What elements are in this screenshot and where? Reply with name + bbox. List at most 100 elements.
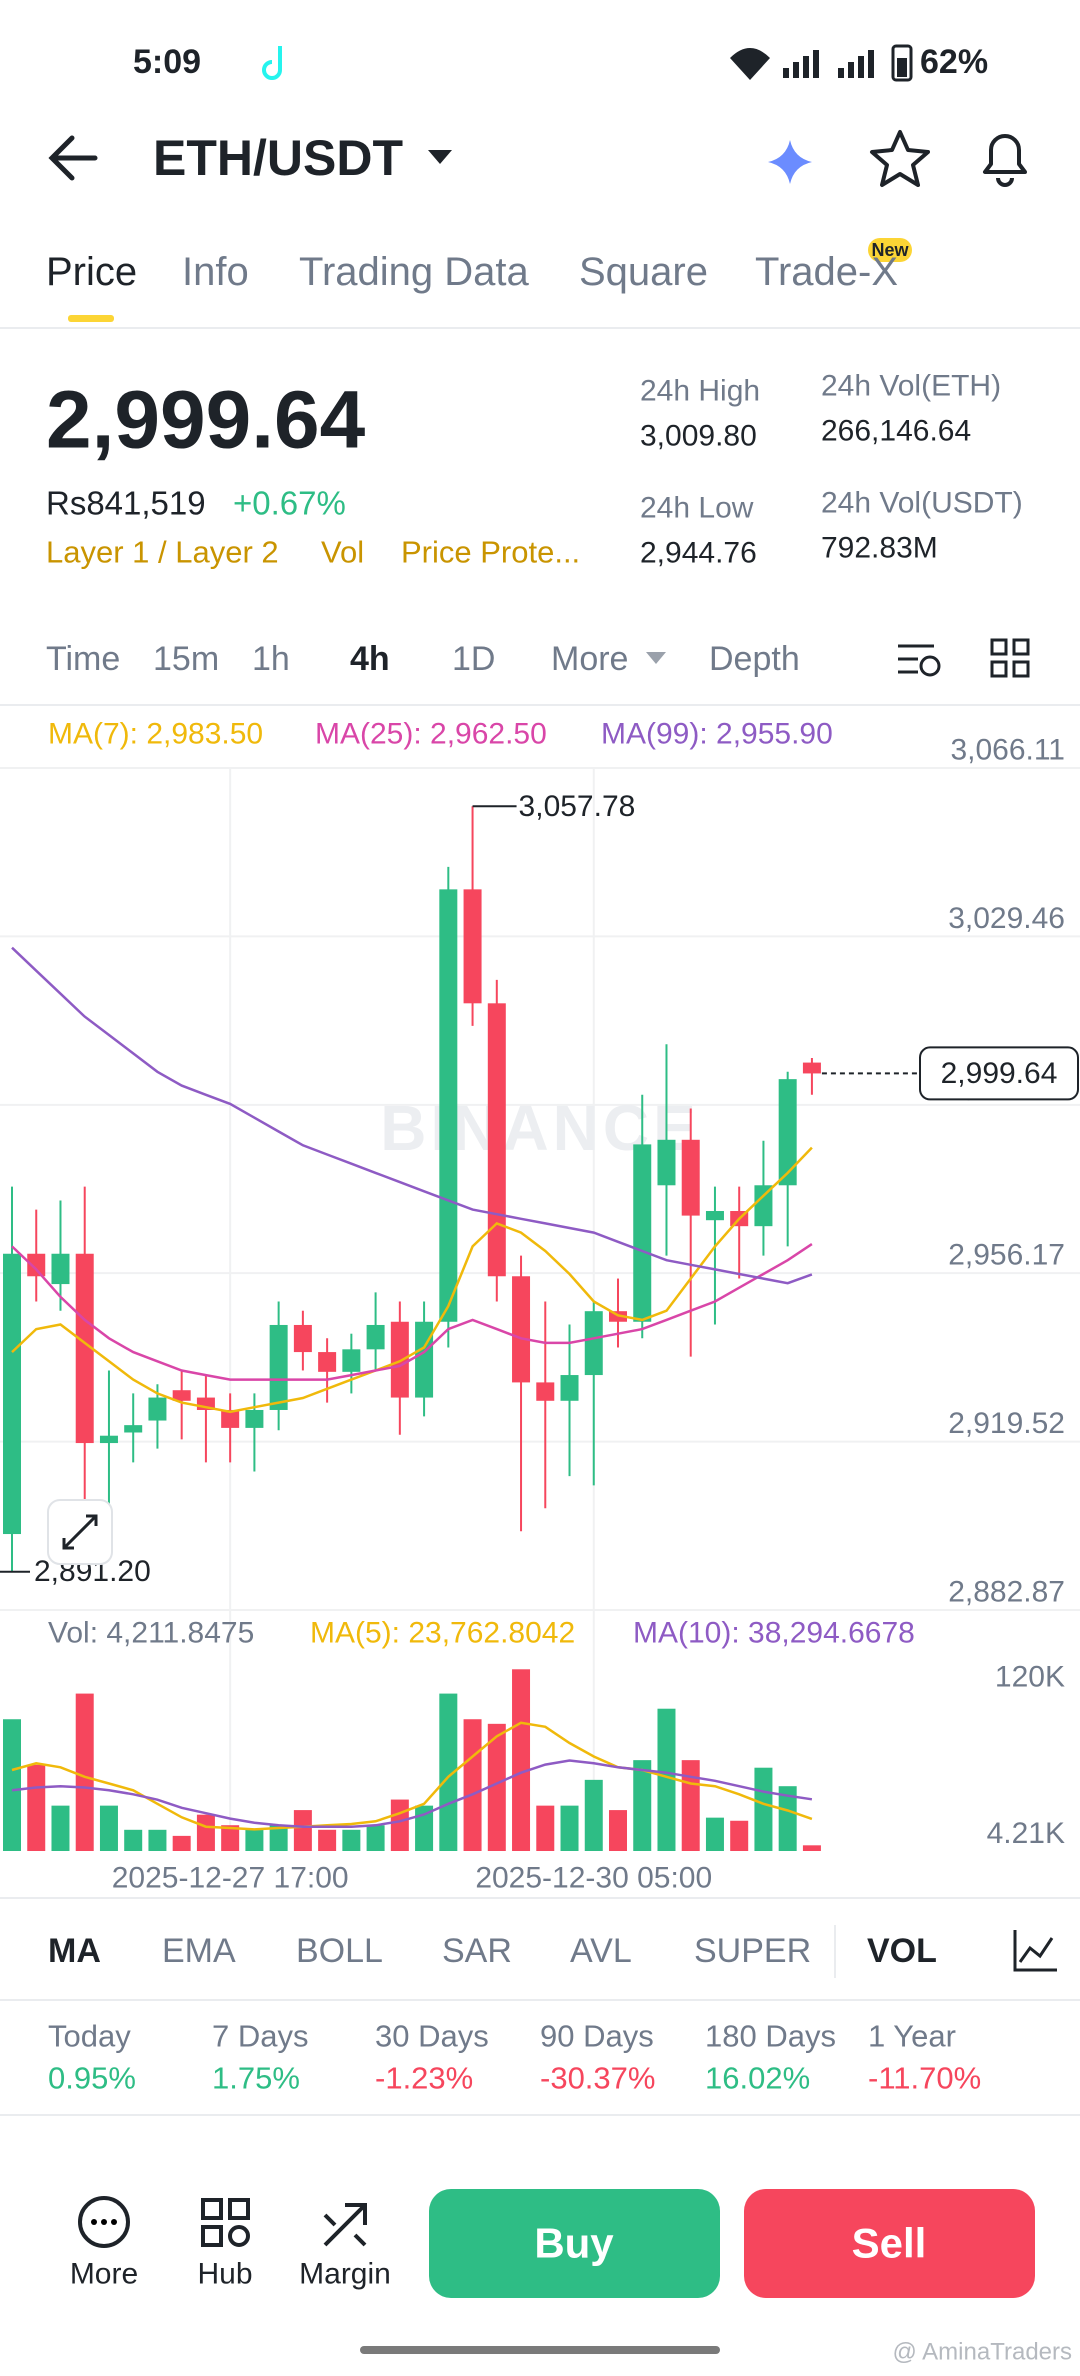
indicator-tab[interactable]: SAR (442, 1932, 512, 1970)
margin-icon[interactable] (323, 2203, 367, 2247)
performance-label: 90 Days (540, 2019, 654, 2054)
favorite-button[interactable] (870, 130, 930, 187)
performance-value: 16.02% (705, 2061, 810, 2096)
new-badge-text: New (871, 240, 909, 260)
tab[interactable]: Price (46, 250, 137, 294)
performance-label: 1 Year (868, 2019, 956, 2054)
more-caret (646, 652, 666, 664)
indicator-tab[interactable]: EMA (162, 1932, 236, 1970)
more-icon[interactable] (78, 2196, 130, 2248)
volume-bar (681, 1760, 700, 1851)
fiat-price: Rs841,519 (46, 485, 206, 522)
tag: Price Prote... (401, 535, 580, 570)
ma-line (11, 1759, 813, 1828)
stat-value: 3,009.80 (640, 420, 757, 453)
performance-label: 7 Days (212, 2019, 308, 2054)
sell-button[interactable] (744, 2189, 1035, 2298)
candle-body (487, 1003, 506, 1277)
candle-body (657, 1139, 676, 1186)
indicator-tab[interactable]: AVL (570, 1932, 632, 1970)
volume-tick-label: 4.21K (987, 1817, 1065, 1850)
timeframe[interactable]: Depth (709, 640, 800, 678)
timeframe[interactable]: 4h (350, 640, 390, 678)
timeframe[interactable]: 15m (153, 640, 219, 678)
ma-line (11, 1146, 813, 1414)
candle-body (172, 1390, 191, 1401)
pair-dropdown[interactable] (428, 150, 452, 164)
price-change: +0.67% (233, 485, 346, 522)
timeframe[interactable]: Time (46, 640, 120, 678)
alert-button[interactable] (983, 134, 1027, 187)
candle-body (27, 1253, 46, 1277)
hub-icon[interactable] (201, 2198, 250, 2247)
candle-body (415, 1321, 434, 1398)
layout-icon[interactable] (990, 638, 1030, 678)
volume-bar (124, 1829, 143, 1851)
candle-body (318, 1352, 337, 1372)
tab[interactable]: Info (182, 250, 249, 294)
volume-bar (196, 1814, 215, 1851)
action-label: Hub (197, 2258, 252, 2291)
indicator-tab[interactable]: SUPER (694, 1932, 811, 1970)
timeframe[interactable]: 1h (252, 640, 290, 678)
indicator-tab[interactable]: MA (48, 1932, 101, 1970)
candle-body (633, 1144, 652, 1322)
volume-legend: Vol: 4,211.8475 (48, 1617, 254, 1650)
volume-tick-label: 120K (995, 1661, 1065, 1694)
pair-title: ETH/USDT (153, 130, 403, 186)
volume-bar (609, 1810, 627, 1851)
action-label: More (70, 2258, 138, 2291)
volume-bar (439, 1693, 458, 1851)
action-label: Margin (299, 2258, 391, 2291)
candle-body (754, 1185, 773, 1227)
x-tick-label: 2025-12-30 05:00 (475, 1862, 712, 1895)
expand-icon (62, 1514, 98, 1550)
tab[interactable]: Square (579, 250, 708, 294)
ai-button[interactable] (768, 140, 812, 184)
candle-body (390, 1321, 409, 1398)
indicator-tab[interactable]: VOL (867, 1932, 937, 1970)
volume-bar (366, 1825, 385, 1851)
y-tick-label: 3,066.11 (950, 734, 1065, 767)
stat-label: 24h Vol(ETH) (821, 370, 1001, 403)
home-indicator (360, 2346, 720, 2354)
indicator-tab[interactable]: BOLL (296, 1932, 383, 1970)
sell-label: Sell (852, 2220, 927, 2267)
performance-value: -30.37% (540, 2061, 655, 2096)
volume-bar (99, 1805, 118, 1851)
indicator-settings[interactable] (1013, 1930, 1057, 1972)
x-tick-label: 2025-12-27 17:00 (112, 1862, 349, 1895)
buy-button[interactable] (429, 2189, 720, 2298)
volume-bar (536, 1805, 555, 1851)
volume-bar (221, 1825, 240, 1851)
candle-body (512, 1276, 531, 1383)
stat-value: 266,146.64 (821, 415, 971, 448)
volume-bar (245, 1829, 264, 1851)
timeframe[interactable]: More (551, 640, 628, 678)
ma-line (11, 946, 813, 1285)
tab[interactable]: Trading Data (299, 250, 530, 294)
ma-legend: MA(7): 2,983.50 (48, 718, 263, 751)
volume-bar (75, 1693, 94, 1851)
back-button[interactable] (48, 135, 98, 181)
tab-indicator (68, 315, 114, 322)
volume-bar (633, 1760, 652, 1851)
status-icons (262, 44, 913, 82)
performance-value: -11.70% (868, 2061, 981, 2096)
stat-value: 792.83M (821, 532, 938, 565)
candle-body (366, 1324, 385, 1350)
candle-body (221, 1409, 240, 1428)
new-badge (868, 238, 912, 262)
chart-settings-icon[interactable] (898, 644, 941, 677)
performance-label: Today (48, 2019, 131, 2054)
volume-bar (318, 1829, 337, 1851)
volume-bar (293, 1810, 312, 1851)
volume-bar (148, 1829, 167, 1851)
volume-bar (342, 1829, 361, 1851)
tab[interactable]: Trade-X (755, 250, 898, 294)
volume-bar (802, 1845, 821, 1851)
timeframe[interactable]: 1D (452, 640, 495, 678)
candle-body (778, 1079, 797, 1186)
battery-level: 62% (920, 43, 988, 81)
